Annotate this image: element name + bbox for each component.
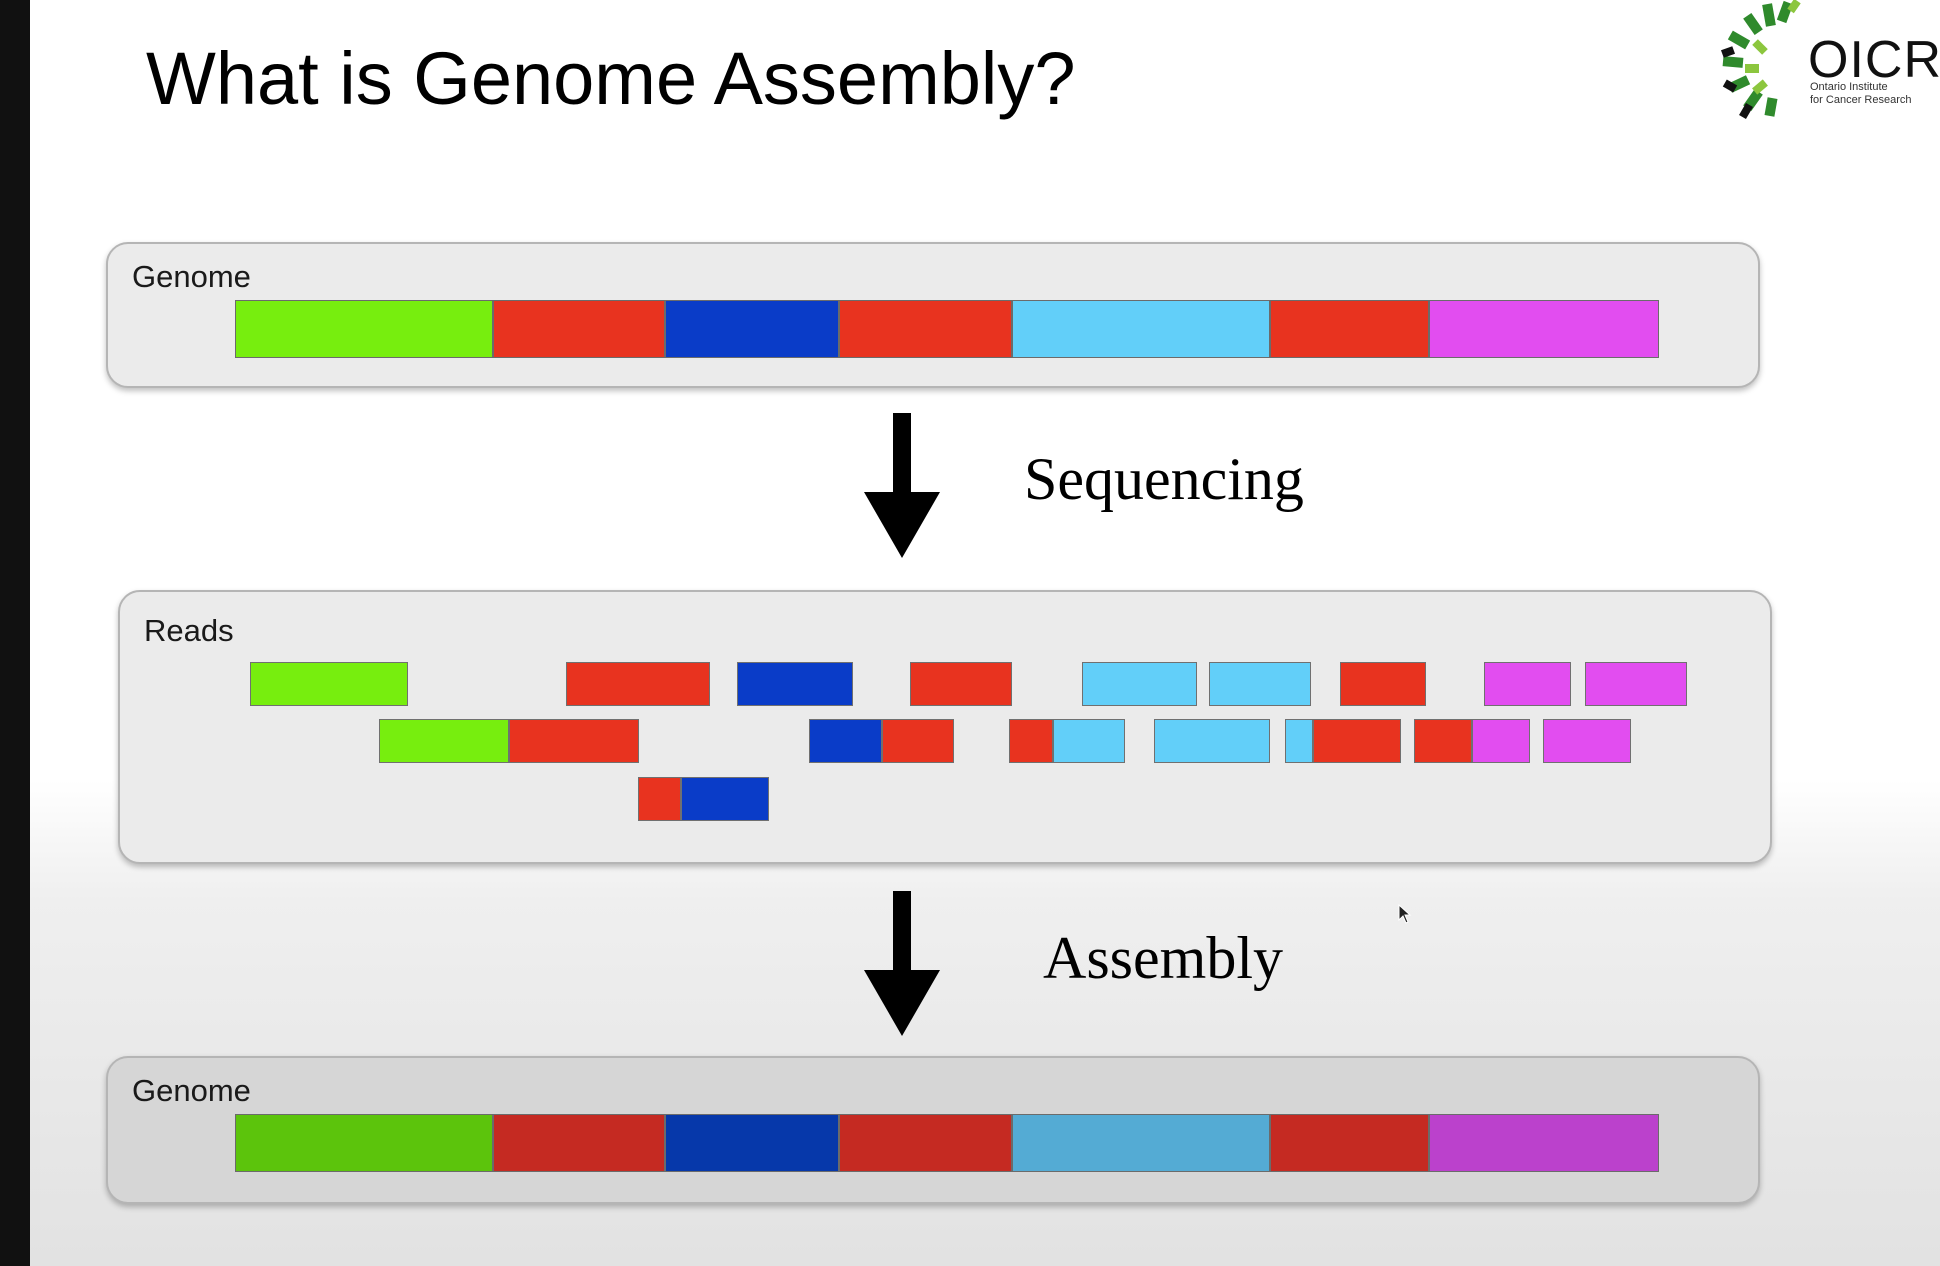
assembled-genome-segment-7 (1429, 1114, 1659, 1172)
genome-segment-6 (1270, 300, 1429, 358)
read-5-segment-1 (1082, 662, 1197, 706)
read-12-segment-2 (1053, 719, 1125, 763)
mouse-cursor-icon (1398, 904, 1412, 924)
read-11-segment-1 (809, 719, 882, 763)
genome-segment-1 (235, 300, 493, 358)
assembly-arrow-head (864, 970, 940, 1036)
read-8-segment-1 (1484, 662, 1571, 706)
assembled-genome-segment-2 (493, 1114, 665, 1172)
read-17-segment-2 (681, 777, 769, 821)
slide: What is Genome Assembly? (30, 0, 1940, 1266)
read-10-segment-1 (379, 719, 509, 763)
reads-panel-label: Reads (144, 613, 234, 648)
sequencing-arrow-shaft (893, 413, 911, 495)
read-3-segment-1 (737, 662, 853, 706)
read-11-segment-2 (882, 719, 954, 763)
assembled-genome-panel-label: Genome (132, 1073, 251, 1108)
read-10-segment-2 (509, 719, 639, 763)
sequencing-arrow-head (864, 492, 940, 558)
read-14-segment-1 (1285, 719, 1313, 763)
read-2-segment-1 (566, 662, 710, 706)
genome-segment-7 (1429, 300, 1659, 358)
genome-segment-3 (665, 300, 839, 358)
assembled-genome-segment-4 (839, 1114, 1012, 1172)
oicr-logo: OICR Ontario Institute for Cancer Resear… (1720, 0, 1940, 125)
oicr-logo-burst-icon (1720, 0, 1801, 120)
genome-panel: Genome (106, 242, 1760, 388)
logo-subtitle-line-1: Ontario Institute (1810, 81, 1888, 93)
read-12-segment-1 (1009, 719, 1053, 763)
assembled-genome-panel: Genome (106, 1056, 1760, 1204)
assembled-genome-segment-6 (1270, 1114, 1429, 1172)
reads-panel: Reads (118, 590, 1772, 864)
assembled-genome-segment-3 (665, 1114, 839, 1172)
genome-segment-5 (1012, 300, 1270, 358)
read-13-segment-1 (1154, 719, 1270, 763)
read-15-segment-1 (1414, 719, 1472, 763)
assembled-genome-segment-5 (1012, 1114, 1270, 1172)
sequencing-label: Sequencing (1024, 446, 1304, 512)
read-15-segment-2 (1472, 719, 1530, 763)
read-9-segment-1 (1585, 662, 1687, 706)
slide-title: What is Genome Assembly? (146, 37, 1076, 120)
read-4-segment-1 (910, 662, 1012, 706)
assembly-arrow-shaft (893, 891, 911, 973)
read-6-segment-1 (1209, 662, 1311, 706)
logo-name: OICR (1808, 31, 1940, 89)
read-1-segment-1 (250, 662, 408, 706)
genome-panel-label: Genome (132, 259, 251, 294)
read-7-segment-1 (1340, 662, 1426, 706)
read-17-segment-1 (638, 777, 681, 821)
logo-subtitle-line-2: for Cancer Research (1810, 94, 1912, 106)
read-16-segment-1 (1543, 719, 1631, 763)
read-14-segment-2 (1313, 719, 1401, 763)
assembly-label: Assembly (1043, 925, 1283, 991)
assembled-genome-segment-1 (235, 1114, 493, 1172)
genome-segment-4 (839, 300, 1012, 358)
genome-segment-2 (493, 300, 665, 358)
